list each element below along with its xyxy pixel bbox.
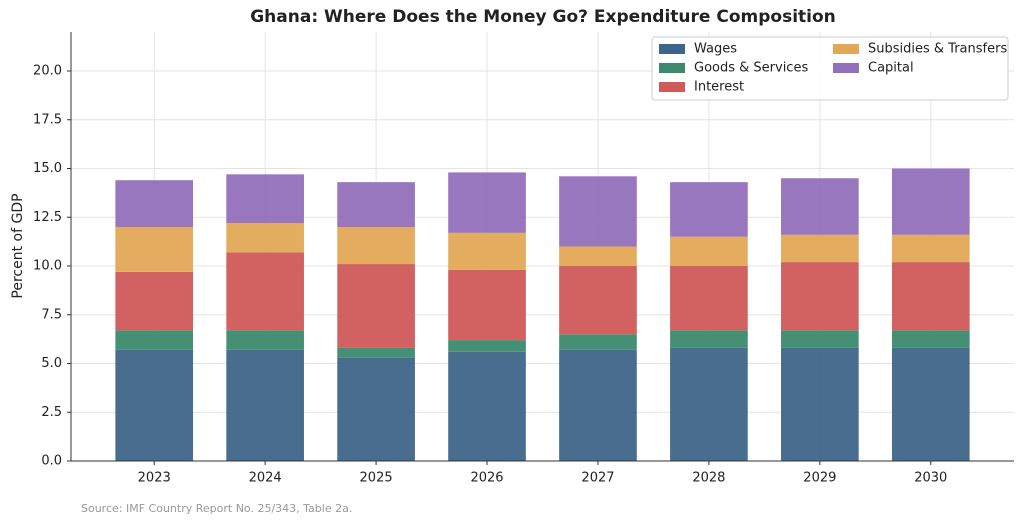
x-tick-label: 2028 <box>692 471 725 486</box>
x-tick-label: 2026 <box>470 471 503 486</box>
legend-swatch <box>659 82 685 92</box>
legend-swatch <box>833 63 859 73</box>
legend-label: Wages <box>694 42 737 57</box>
bar-segment <box>337 264 415 348</box>
x-tick-label: 2029 <box>803 471 836 486</box>
bar-segment <box>115 271 194 331</box>
y-axis-label: Percent of GDP <box>10 193 26 298</box>
y-tick-label: 7.5 <box>41 307 62 322</box>
bar-segment <box>115 227 194 272</box>
bar-segment <box>781 234 859 263</box>
source-note: Source: IMF Country Report No. 25/343, T… <box>81 502 352 515</box>
bar-segment <box>226 349 304 461</box>
legend-swatch <box>659 44 685 54</box>
y-tick-label: 2.5 <box>41 405 62 420</box>
bar-segment <box>226 252 304 331</box>
bar-segment <box>337 182 415 227</box>
y-tick-label: 17.5 <box>33 112 62 127</box>
bar-segment <box>781 347 859 461</box>
bar-segment <box>670 347 748 461</box>
bar-segment <box>559 334 637 350</box>
bar-segment <box>559 176 637 247</box>
y-tick-label: 20.0 <box>33 64 62 79</box>
bar-segment <box>337 347 415 358</box>
bar-segment <box>670 182 748 237</box>
bar-segment <box>781 178 859 235</box>
bar-segment <box>115 330 194 350</box>
x-tick-label: 2030 <box>914 471 947 486</box>
bar-segment <box>448 269 526 341</box>
bar-segment <box>670 266 748 331</box>
bar-segment <box>891 262 970 331</box>
legend-label: Goods & Services <box>694 61 808 76</box>
x-tick-label: 2024 <box>249 471 282 486</box>
y-tick-label: 12.5 <box>33 210 62 225</box>
legend-swatch <box>833 44 859 54</box>
bar-segment <box>891 347 970 461</box>
bar-segment <box>559 266 637 335</box>
y-tick-label: 15.0 <box>33 161 62 176</box>
bar-segment <box>115 180 194 227</box>
bar-segment <box>337 357 415 461</box>
y-tick-label: 5.0 <box>41 356 62 371</box>
bar-segment <box>448 232 526 270</box>
legend-label: Interest <box>694 80 744 95</box>
legend-box <box>651 36 1009 101</box>
bar-segment <box>226 223 304 253</box>
y-tick-label: 0.0 <box>41 454 62 469</box>
bar-segment <box>891 330 970 348</box>
chart-title: Ghana: Where Does the Money Go? Expendit… <box>250 7 836 27</box>
bar-segment <box>670 236 748 266</box>
legend-swatch <box>659 63 685 73</box>
bar-segment <box>226 174 304 224</box>
bar-segment <box>891 168 970 235</box>
bar-segment <box>337 227 415 265</box>
bar-segment <box>781 262 859 331</box>
bar-segment <box>448 340 526 352</box>
bar-segment <box>448 172 526 233</box>
bar-segment <box>781 330 859 348</box>
legend-label: Capital <box>868 61 914 76</box>
x-tick-label: 2023 <box>138 471 171 486</box>
legend-label: Subsidies & Transfers <box>868 42 1007 57</box>
bar-segment <box>670 330 748 348</box>
y-tick-label: 10.0 <box>33 259 62 274</box>
bar-segment <box>891 234 970 263</box>
bar-segment <box>115 349 194 461</box>
x-tick-label: 2027 <box>581 471 614 486</box>
bar-segment <box>559 349 637 461</box>
bar-segment <box>448 351 526 461</box>
bar-segment <box>559 246 637 266</box>
bar-segment <box>226 330 304 350</box>
x-tick-label: 2025 <box>360 471 393 486</box>
